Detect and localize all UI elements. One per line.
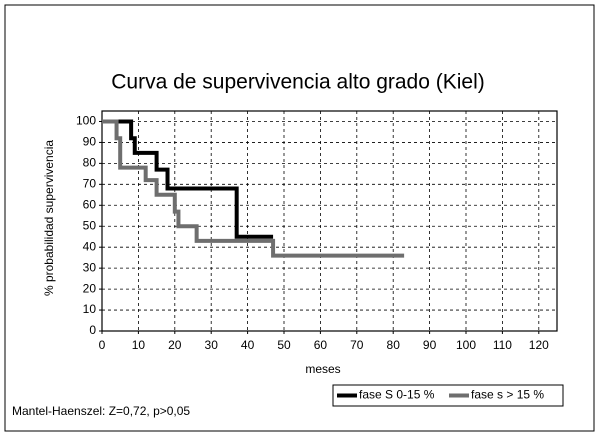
legend-box	[332, 384, 564, 407]
x-tick-label: 70	[350, 338, 364, 352]
annotation: Mantel-Haenszel: Z=0,72, p>0,05	[12, 404, 190, 418]
plot-area	[101, 110, 558, 332]
y-tick-label: 50	[83, 218, 97, 232]
y-tick-label: 80	[83, 156, 97, 170]
x-axis-label: meses	[305, 362, 340, 376]
y-tick-label: 20	[83, 281, 97, 295]
x-tick-label: 120	[529, 338, 549, 352]
x-tick-label: 100	[456, 338, 476, 352]
y-tick-label: 100	[76, 114, 96, 128]
x-tick-label: 80	[387, 338, 401, 352]
legend-label: fase s > 15 %	[471, 388, 544, 402]
x-tick-label: 110	[493, 338, 512, 352]
y-tick-label: 90	[83, 135, 97, 149]
y-tick-label: 30	[83, 260, 97, 274]
y-tick-label: 60	[83, 197, 97, 211]
y-tick-label: 0	[89, 323, 96, 337]
x-tick-label: 60	[314, 338, 328, 352]
y-tick-label: 70	[83, 177, 97, 191]
frame	[4, 4, 595, 432]
x-tick-label: 20	[168, 338, 182, 352]
survival-curve	[102, 119, 405, 258]
x-tick-label: 30	[205, 338, 219, 352]
x-tick-label: 90	[423, 338, 437, 352]
x-tick-label: 40	[241, 338, 255, 352]
legend-label: fase S 0-15 %	[359, 388, 435, 402]
x-tick-label: 10	[132, 338, 146, 352]
y-axis-label: % probabilidad supervivencia	[42, 140, 56, 296]
y-tick-label: 10	[83, 302, 97, 316]
x-tick-label: 50	[277, 338, 291, 352]
x-tick-label: 0	[99, 338, 106, 352]
chart-title: Curva de supervivencia alto grado (Kiel)	[111, 71, 485, 94]
y-tick-label: 40	[83, 239, 97, 253]
survival-curve	[102, 119, 274, 239]
